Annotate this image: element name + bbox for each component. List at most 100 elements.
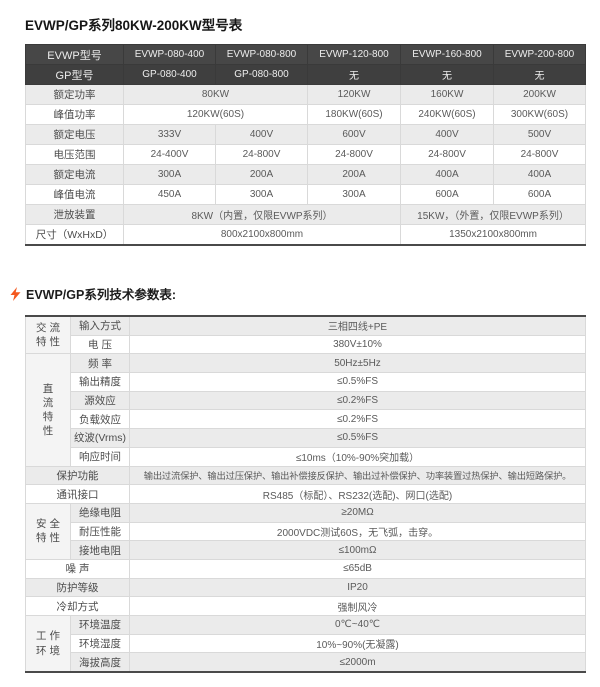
model-table-row: 峰值电流 450A 300A 300A 600A 600A	[25, 184, 586, 205]
spec-table-row: 纹波(Vrms) ≤0.5%FS	[26, 428, 586, 448]
spec-row-label: 耐压性能	[70, 521, 130, 542]
model-table-row: 泄放装置 8KW（内置，仅限EVWP系列） 15KW，（外置，仅限EVWP系列）	[25, 204, 586, 225]
spec-row-value: 380V±10%	[129, 334, 586, 355]
model-table-cell: 300KW(60S)	[493, 104, 586, 125]
spec-row-value: ≤100mΩ	[129, 540, 586, 560]
spec-table-row: 海拔高度 ≤2000m	[26, 652, 586, 673]
spec-table-row: 交 流 特 性输入方式 三相四线+PE	[25, 315, 586, 355]
model-table-cell: 1350x2100x800mm	[400, 224, 586, 246]
spec-row-label: 源效应	[70, 390, 130, 411]
model-table-cell: 24-800V	[307, 144, 401, 165]
spec-row-label: 输入方式	[70, 315, 130, 336]
model-header-row: GP型号 GP-080-400 GP-080-800 无无无	[25, 64, 586, 85]
model-table-cell: 180KW(60S)	[307, 104, 401, 125]
spec-row-value: ≤65dB	[129, 558, 586, 579]
model-header-cell: 无	[400, 64, 494, 85]
model-header-cell: EVWP-080-400	[123, 44, 216, 65]
model-table-cell: 400V	[400, 124, 494, 145]
model-row-label: EVWP型号	[25, 44, 124, 65]
spec-table-row: 冷却方式 强制风冷	[25, 596, 586, 616]
model-table-cell: 15KW，（外置，仅限EVWP系列）	[400, 204, 586, 225]
spec-table-row: 接地电阻 ≤100mΩ	[26, 540, 586, 560]
spec-table-row: 源效应 ≤0.2%FS	[26, 390, 586, 411]
spec-table-row: 防护等级 IP20	[25, 577, 586, 598]
model-table-cell: 200A	[307, 164, 401, 185]
model-table-title: EVWP/GP系列80KW-200KW型号表	[25, 18, 243, 33]
spec-row-label: 冷却方式	[25, 596, 130, 616]
spec-table-row: 工 作 环 境环境温度 0℃~40℃	[25, 615, 586, 673]
model-row-label: 额定电压	[25, 124, 124, 145]
spec-row-label: 保护功能	[25, 465, 130, 486]
model-table-cell: 600V	[307, 124, 401, 145]
model-row-label: 电压范围	[25, 144, 124, 165]
spec-table-row: 输出精度 ≤0.5%FS	[26, 372, 586, 392]
model-header-cell: EVWP-080-800	[215, 44, 308, 65]
spec-group-label: 交 流 特 性	[25, 315, 71, 355]
spec-row-value: 输出过流保护、输出过压保护、输出补偿接反保护、输出过补偿保护、功率装置过热保护、…	[129, 465, 586, 486]
model-row-label: GP型号	[25, 64, 124, 85]
model-table-row: 尺寸（WxHxD） 800x2100x800mm 1350x2100x800mm	[25, 224, 586, 246]
model-table-row: 额定功率 80KW 120KW 160KW 200KW	[25, 84, 586, 105]
model-header-cell: GP-080-800	[215, 64, 308, 85]
model-header-cell: EVWP-160-800	[400, 44, 494, 65]
model-table-row: 电压范围 24-400V 24-800V 24-800V 24-800V 24-800V	[25, 144, 586, 165]
model-table-cell: 300A	[215, 184, 308, 205]
spec-row-value: ≤10ms（10%-90%突加载）	[129, 446, 586, 467]
model-table-cell: 200A	[215, 164, 308, 185]
spec-row-value: 2000VDC测试60S，无飞弧，击穿。	[129, 521, 586, 542]
spec-row-value: 三相四线+PE	[129, 315, 586, 336]
model-row-label: 泄放装置	[25, 204, 124, 225]
spec-row-value: ≤0.5%FS	[129, 372, 586, 392]
spec-row-label: 电 压	[70, 334, 130, 355]
model-header-row: EVWP型号 EVWP-080-400 EVWP-080-800 EVWP-120-8…	[25, 44, 586, 65]
model-table: EVWP型号 EVWP-080-400 EVWP-080-800 EVWP-120-8…	[25, 44, 586, 246]
spec-group-label: 直 流 特 性	[25, 353, 71, 467]
model-table-cell: 24-400V	[123, 144, 216, 165]
model-table-cell: 800x2100x800mm	[123, 224, 401, 246]
spec-row-value: ≥20MΩ	[129, 502, 586, 523]
spec-row-value: 10%~90%(无凝露)	[129, 633, 586, 654]
spec-table-row: 耐压性能 2000VDC测试60S，无飞弧，击穿。	[26, 521, 586, 542]
spec-table-row: 安 全 特 性绝缘电阻 ≥20MΩ	[25, 502, 586, 560]
model-header-cell: EVWP-200-800	[493, 44, 586, 65]
model-table-cell: 400A	[400, 164, 494, 185]
spec-row-label: 防护等级	[25, 577, 130, 598]
spec-row-label: 环境温度	[70, 615, 130, 635]
spec-table-title: EVWP/GP系列技术参数表:	[26, 288, 177, 302]
spec-row-value: ≤0.2%FS	[129, 409, 586, 430]
model-row-label: 额定电流	[25, 164, 124, 185]
spec-row-label: 噪 声	[25, 558, 130, 579]
model-table-row: 额定电压 333V 400V 600V 400V 500V	[25, 124, 586, 145]
model-row-label: 峰值电流	[25, 184, 124, 205]
spec-group-label: 工 作 环 境	[25, 615, 71, 673]
spec-row-label: 负载效应	[70, 409, 130, 430]
spec-row-label: 环境湿度	[70, 633, 130, 654]
spec-row-label: 通讯接口	[25, 484, 130, 504]
spec-row-label: 响应时间	[70, 446, 130, 467]
lightning-icon	[10, 286, 21, 301]
model-row-label: 峰值功率	[25, 104, 124, 125]
model-header-cell: EVWP-120-800	[307, 44, 401, 65]
spec-row-value: 0℃~40℃	[129, 615, 586, 635]
model-table-cell: 600A	[400, 184, 494, 205]
model-row-label: 尺寸（WxHxD）	[25, 224, 124, 246]
spec-row-value: RS485（标配）、RS232(选配)、网口(选配)	[129, 484, 586, 504]
spec-table-row: 通讯接口 RS485（标配）、RS232(选配)、网口(选配)	[25, 484, 586, 504]
model-table-cell: 450A	[123, 184, 216, 205]
model-table-cell: 240KW(60S)	[400, 104, 494, 125]
model-table-cell: 80KW	[123, 84, 308, 105]
model-table-cell: 200KW	[493, 84, 586, 105]
model-table-cell: 8KW（内置，仅限EVWP系列）	[123, 204, 401, 225]
model-table-cell: 500V	[493, 124, 586, 145]
spec-table-row: 直 流 特 性频 率 50Hz±5Hz	[25, 353, 586, 467]
model-table-cell: 400A	[493, 164, 586, 185]
spec-table-row: 环境湿度 10%~90%(无凝露)	[26, 633, 586, 654]
spec-row-label: 绝缘电阻	[70, 502, 130, 523]
model-table-cell: 24-800V	[400, 144, 494, 165]
model-table-row: 峰值功率 120KW(60S) 180KW(60S) 240KW(60S) 300KW(…	[25, 104, 586, 125]
page: EVWP/GP系列80KW-200KW型号表 EVWP型号 EVWP-080-40…	[10, 18, 586, 674]
spec-table-row: 电 压 380V±10%	[26, 334, 586, 355]
spec-table-row: 噪 声 ≤65dB	[25, 558, 586, 579]
model-table-cell: 333V	[123, 124, 216, 145]
